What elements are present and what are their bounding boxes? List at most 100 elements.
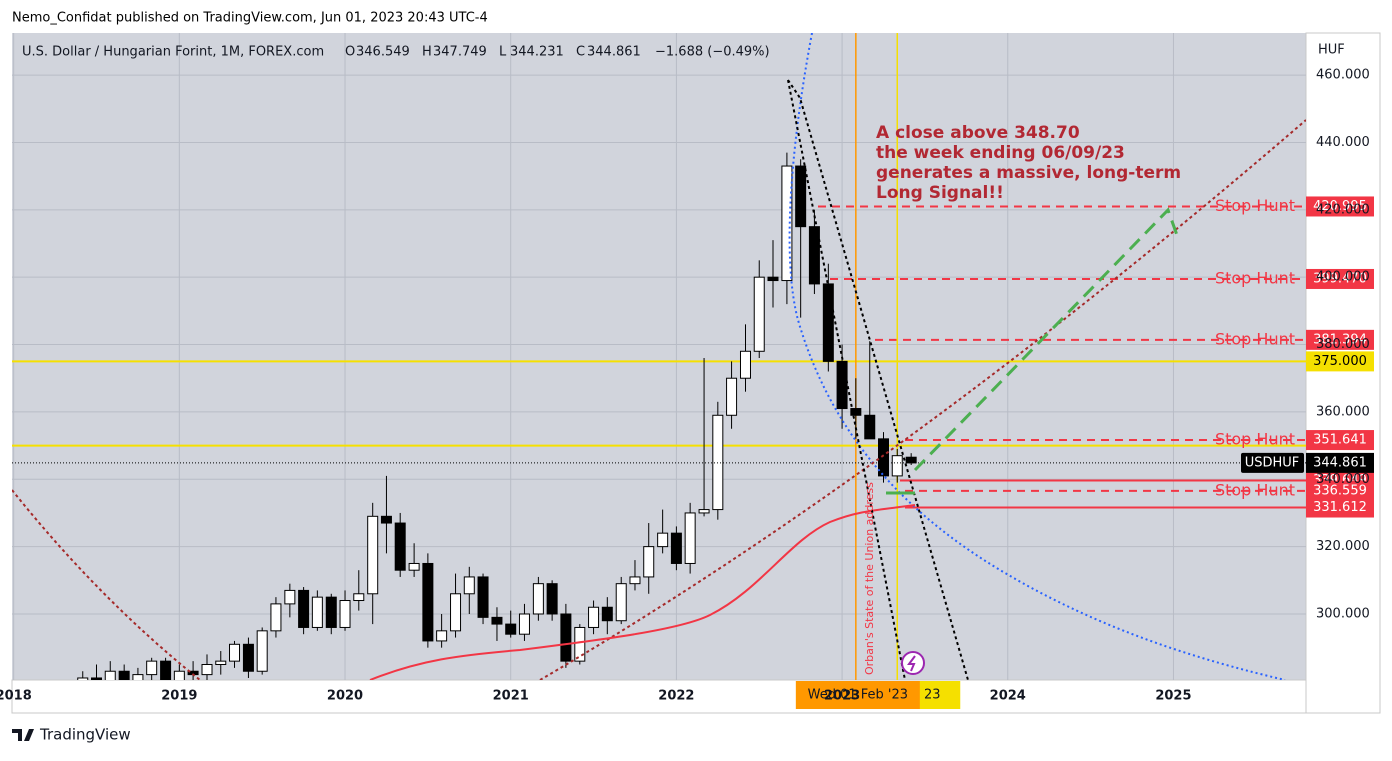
price-tag	[1306, 497, 1374, 518]
symbol-tag	[1241, 452, 1304, 473]
price-tag-label: 336.559	[1313, 483, 1367, 498]
event-tag-label: 23	[924, 688, 941, 703]
level-name: Stop Hunt	[1215, 480, 1295, 499]
candle-body	[229, 643, 241, 662]
x-tick-label: 2020	[327, 689, 363, 704]
ohlc-value: 346.549	[356, 45, 410, 60]
y-tick-label: 400.000	[1316, 270, 1370, 285]
annotation: A close above 348.70	[876, 123, 1080, 143]
change: −1.688 (−0.49%)	[655, 45, 770, 60]
price-tag-label: 351.641	[1313, 433, 1367, 448]
price-tag	[1306, 329, 1374, 350]
candle-body	[726, 377, 738, 416]
price-tag-label: 331.612	[1313, 500, 1367, 515]
candle-body	[215, 660, 227, 666]
level-name: Stop Hunt	[1215, 268, 1295, 287]
candle-body	[657, 532, 669, 548]
y-tick-label: 300.000	[1316, 606, 1370, 621]
y-tick-label: 320.000	[1316, 539, 1370, 554]
candle-body	[160, 660, 172, 680]
x-tick-label: 2018	[0, 689, 32, 704]
x-tick-label: 2025	[1155, 689, 1191, 704]
event-icon-bolt	[907, 655, 916, 672]
ohlc-value: 344.231	[510, 45, 564, 60]
level-name: Stop Hunt	[1215, 196, 1295, 215]
candle-body	[270, 603, 282, 632]
candle-body	[436, 630, 448, 642]
candle-body	[836, 360, 848, 410]
x-tick-label: 2024	[990, 689, 1026, 704]
annotation: generates a massive, long-term	[876, 163, 1181, 183]
logo-mark	[12, 729, 34, 741]
candle-body	[850, 408, 862, 416]
y-tick-label: 340.000	[1316, 472, 1370, 487]
annotation: the week ending 06/09/23	[876, 143, 1125, 163]
symbol-title: U.S. Dollar / Hungarian Forint, 1M, FORE…	[22, 45, 324, 60]
plot-area	[12, 33, 1306, 680]
candle-body	[795, 165, 807, 228]
candle-body	[132, 674, 144, 680]
candle-body	[684, 512, 696, 564]
annotation: Long Signal!!	[876, 183, 1004, 203]
candle-body	[450, 593, 462, 632]
candle-body	[242, 643, 254, 672]
candle-body	[588, 606, 600, 628]
price-tag	[1306, 480, 1374, 501]
x-tick-label: 2019	[161, 689, 197, 704]
candle-body	[284, 589, 296, 605]
candle-body	[698, 509, 710, 514]
candle-body	[822, 283, 834, 362]
level-name: Stop Hunt	[1215, 329, 1295, 348]
candle-body	[311, 596, 323, 628]
candle-body	[173, 670, 185, 680]
ohlc-value: 347.749	[433, 45, 487, 60]
symbol-tag-label: USDHUF	[1245, 455, 1300, 470]
y-tick-label: 460.000	[1316, 68, 1370, 83]
red-curve	[539, 119, 1306, 680]
candle-body	[753, 276, 765, 352]
candle-body	[505, 623, 517, 635]
candle-body	[146, 660, 158, 676]
candle-body	[298, 589, 310, 628]
candle-body	[394, 522, 406, 571]
green-projection	[913, 207, 1180, 472]
price-tag-label: 381.394	[1313, 332, 1367, 347]
candle-body	[325, 596, 337, 628]
candle-body	[118, 670, 130, 680]
red-curve-left	[12, 489, 201, 680]
event-annotation: Orban's State of the Union address	[863, 482, 876, 675]
ohlc-prefix: H	[422, 45, 432, 60]
ohlc-value: 344.861	[587, 45, 641, 60]
candle-body	[560, 613, 572, 662]
candle-body	[408, 562, 420, 571]
price-tag	[1306, 430, 1374, 451]
y-tick-label: 420.000	[1316, 202, 1370, 217]
ohlc-prefix: O	[345, 45, 355, 60]
ohlc-prefix: C	[576, 45, 585, 60]
candle-body	[339, 600, 351, 628]
x-tick-label: 2023	[824, 689, 860, 704]
candle-body	[781, 165, 793, 282]
candle-body	[422, 562, 434, 642]
candle-body	[90, 677, 102, 680]
candle-body	[615, 583, 627, 622]
header: Nemo_Confidat published on TradingView.c…	[12, 11, 488, 26]
level-name: Stop Hunt	[1215, 430, 1295, 449]
y-tick-label: 440.000	[1316, 135, 1370, 150]
candle-body	[864, 414, 876, 440]
candle-body	[670, 532, 682, 564]
candle-body	[491, 616, 503, 625]
price-tag	[1306, 351, 1374, 372]
price-tag	[1306, 268, 1374, 289]
candle-body	[808, 226, 820, 285]
candle-body	[601, 606, 613, 622]
y-tick-label: 360.000	[1316, 404, 1370, 419]
event-tag	[795, 681, 920, 709]
candle-body	[891, 455, 903, 477]
moving-average	[369, 504, 916, 680]
drawings	[12, 33, 1306, 680]
axis-unit: HUF	[1318, 43, 1345, 58]
price-tag-label: 420.995	[1313, 199, 1367, 214]
candle-body	[367, 515, 379, 595]
